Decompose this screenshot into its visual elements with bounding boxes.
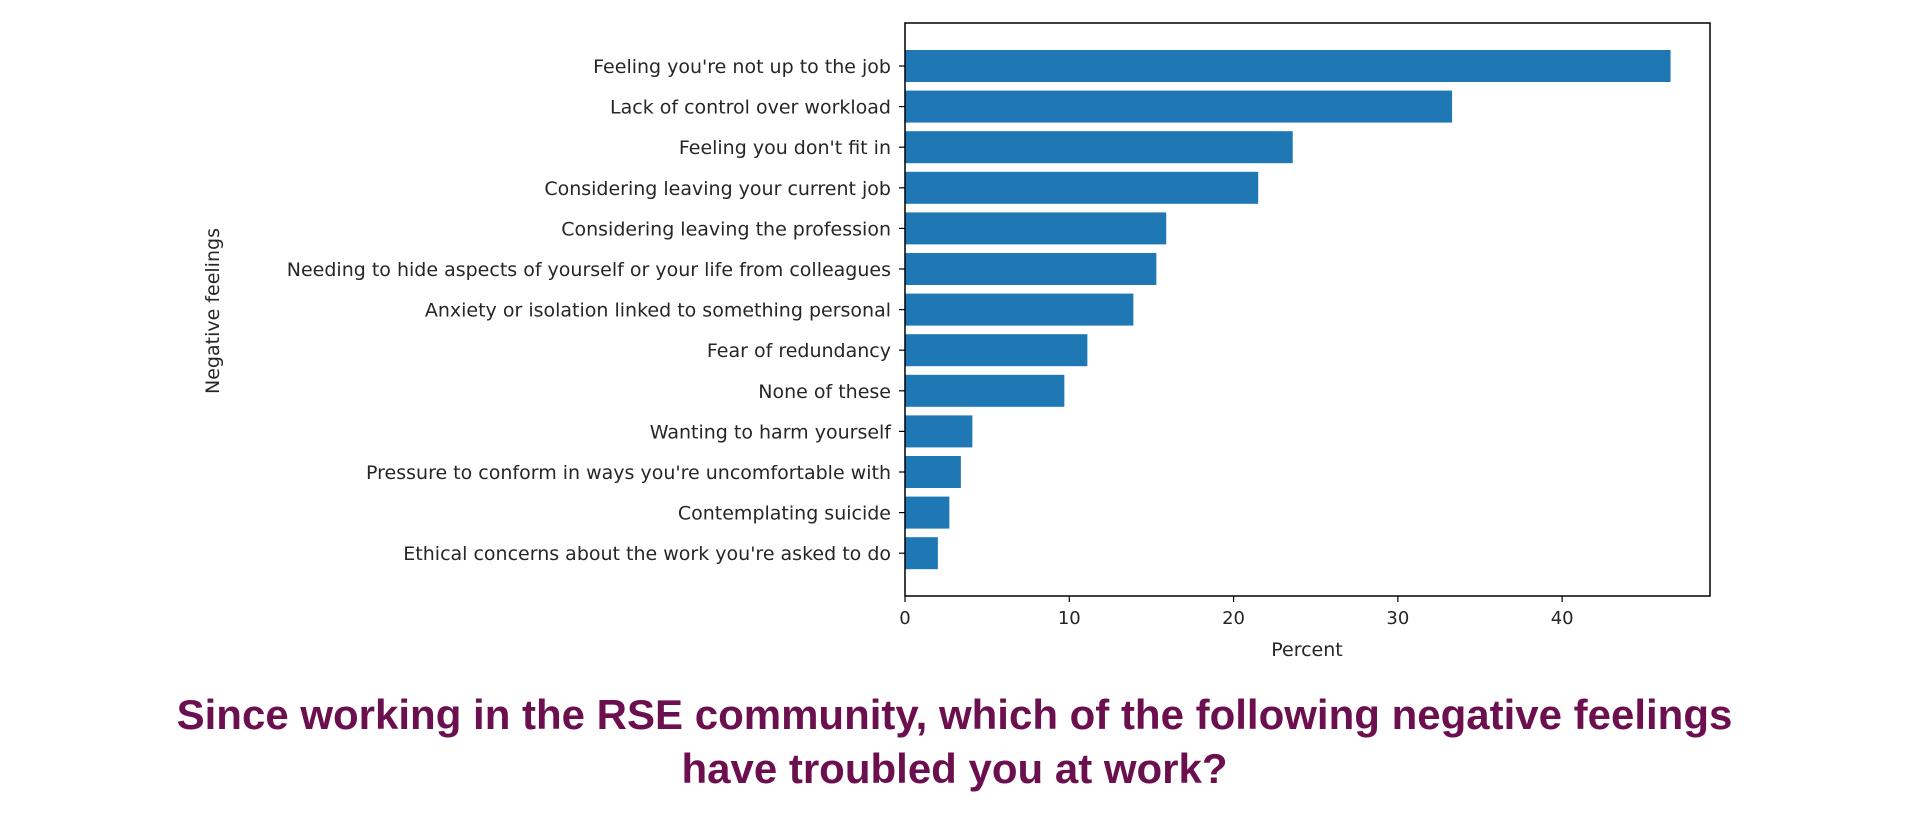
category-label: Feeling you're not up to the job xyxy=(593,56,891,78)
bar xyxy=(905,90,1453,123)
bar xyxy=(905,253,1157,285)
category-label: Fear of redundancy xyxy=(707,340,891,362)
category-label: Anxiety or isolation linked to something… xyxy=(425,300,891,322)
category-label: Wanting to harm yourself xyxy=(650,421,893,443)
plot-frame xyxy=(904,22,1711,597)
x-tick-label: 30 xyxy=(1386,608,1409,629)
bar xyxy=(905,293,1134,326)
category-label: Lack of control over workload xyxy=(610,97,891,119)
category-label: Contemplating suicide xyxy=(678,503,891,525)
bar xyxy=(905,50,1671,82)
category-label: Considering leaving the profession xyxy=(561,218,891,240)
x-tick-label: 20 xyxy=(1222,608,1245,629)
x-tick-label: 0 xyxy=(899,608,910,629)
bar xyxy=(905,212,1167,245)
caption-line-1: Since working in the RSE community, whic… xyxy=(176,691,1733,738)
y-axis-label: Negative feelings xyxy=(202,228,224,394)
question-caption: Since working in the RSE community, whic… xyxy=(0,688,1909,796)
x-tick-label: 10 xyxy=(1058,608,1081,629)
bar xyxy=(905,374,1065,407)
bars-group xyxy=(905,50,1671,570)
category-label: Needing to hide aspects of yourself or y… xyxy=(287,259,891,281)
bar xyxy=(905,496,950,529)
bar xyxy=(905,456,961,488)
bar xyxy=(905,171,1259,204)
x-ticks: 0 10 20 30 40 xyxy=(899,596,1574,629)
bar-chart: Feeling you're not up to the job Lack of … xyxy=(202,22,1711,661)
x-tick-label: 40 xyxy=(1551,608,1574,629)
x-axis-label: Percent xyxy=(1271,639,1343,661)
bar xyxy=(905,415,973,448)
bar xyxy=(905,334,1088,367)
category-label: Pressure to conform in ways you're uncom… xyxy=(366,462,891,484)
category-label: Ethical concerns about the work you're a… xyxy=(403,543,891,565)
category-label: None of these xyxy=(758,381,891,403)
category-label: Considering leaving your current job xyxy=(544,178,891,200)
bar xyxy=(905,537,938,570)
bar xyxy=(905,131,1293,164)
category-label: Feeling you don't fit in xyxy=(679,137,891,159)
caption-line-2: have troubled you at work? xyxy=(681,745,1228,792)
category-labels: Feeling you're not up to the job Lack of … xyxy=(287,56,905,565)
